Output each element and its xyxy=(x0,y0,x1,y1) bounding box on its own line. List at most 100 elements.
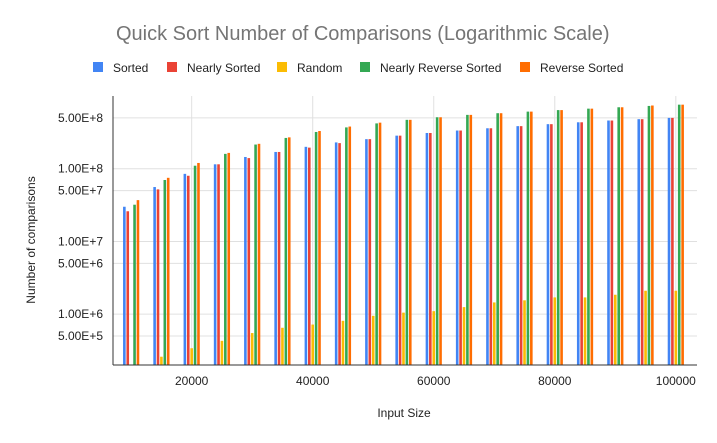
bar-sorted-45000 xyxy=(334,142,338,365)
bar-sorted-60000 xyxy=(425,132,429,365)
bar-random-15000 xyxy=(160,356,163,365)
bar-reverse-sorted-50000 xyxy=(378,122,382,366)
bar-reverse-sorted-40000 xyxy=(318,131,321,365)
y-tick-label: 1.00E+7 xyxy=(58,234,103,248)
y-axis-tick-labels: 5.00E+8 1.00E+8 5.00E+7 1.00E+7 5.00E+6 1.00E… xyxy=(58,111,103,343)
y-tick-label: 1.00E+6 xyxy=(58,307,103,321)
bar-random-60000 xyxy=(432,311,436,365)
bar-random-40000 xyxy=(311,324,315,365)
bar-nearly-sorted-70000 xyxy=(489,128,493,365)
legend-swatch-nearly-reverse-sorted xyxy=(360,62,370,72)
bar-reverse-sorted-90000 xyxy=(620,107,624,366)
bar-nearly-sorted-95000 xyxy=(640,119,644,365)
bar-nearly-sorted-50000 xyxy=(368,139,372,365)
bar-random-55000 xyxy=(402,312,405,365)
x-tick-label: 80000 xyxy=(538,374,572,388)
x-tick-label: 40000 xyxy=(296,374,330,388)
legend-label-random: Random xyxy=(297,61,342,75)
bar-reverse-sorted-80000 xyxy=(560,110,563,366)
bar-nearly-sorted-65000 xyxy=(459,130,462,365)
bar-random-80000 xyxy=(553,297,557,365)
bar-random-20000 xyxy=(190,348,193,365)
bar-nearly-reverse-sorted-15000 xyxy=(163,179,167,365)
bar-nearly-sorted-25000 xyxy=(217,164,220,365)
legend: Sorted Nearly Sorted Random Nearly Rever… xyxy=(93,61,623,75)
x-tick-label: 60000 xyxy=(417,374,451,388)
gridlines xyxy=(113,96,697,365)
bar-nearly-reverse-sorted-75000 xyxy=(526,111,530,365)
bar-sorted-70000 xyxy=(486,128,489,365)
bar-nearly-reverse-sorted-45000 xyxy=(345,127,348,365)
bar-random-95000 xyxy=(644,290,647,365)
bar-nearly-reverse-sorted-95000 xyxy=(647,105,651,365)
bar-nearly-sorted-45000 xyxy=(338,143,341,365)
bar-reverse-sorted-100000 xyxy=(681,104,684,365)
legend-swatch-sorted xyxy=(93,62,103,72)
bar-reverse-sorted-10000 xyxy=(136,200,140,365)
bar-reverse-sorted-85000 xyxy=(590,108,594,366)
bar-reverse-sorted-60000 xyxy=(439,117,442,365)
y-tick-label: 5.00E+8 xyxy=(58,111,103,125)
bar-sorted-90000 xyxy=(607,120,610,366)
bar-nearly-reverse-sorted-60000 xyxy=(435,117,439,365)
bar-nearly-sorted-85000 xyxy=(580,122,583,365)
bar-nearly-sorted-55000 xyxy=(398,135,402,365)
legend-label-nearly-sorted: Nearly Sorted xyxy=(187,61,260,75)
bar-nearly-reverse-sorted-100000 xyxy=(677,104,681,365)
bar-sorted-55000 xyxy=(395,135,398,365)
bar-nearly-reverse-sorted-25000 xyxy=(224,153,227,365)
bar-sorted-35000 xyxy=(274,151,277,365)
bar-sorted-40000 xyxy=(304,146,308,365)
bar-nearly-reverse-sorted-50000 xyxy=(375,123,378,365)
bar-nearly-reverse-sorted-85000 xyxy=(587,108,590,366)
bar-nearly-sorted-20000 xyxy=(186,175,190,365)
bar-nearly-reverse-sorted-40000 xyxy=(314,131,318,365)
bar-nearly-reverse-sorted-20000 xyxy=(193,165,197,365)
bar-nearly-sorted-75000 xyxy=(519,126,523,365)
bar-nearly-reverse-sorted-65000 xyxy=(466,114,469,365)
legend-label-sorted: Sorted xyxy=(113,61,148,75)
bar-sorted-75000 xyxy=(516,126,520,365)
legend-swatch-random xyxy=(277,62,287,72)
bar-reverse-sorted-95000 xyxy=(651,105,654,365)
bar-sorted-20000 xyxy=(183,173,187,365)
legend-swatch-nearly-sorted xyxy=(167,62,177,72)
bar-reverse-sorted-15000 xyxy=(166,177,170,365)
bar-sorted-85000 xyxy=(576,122,580,365)
bar-reverse-sorted-20000 xyxy=(197,162,200,365)
bar-random-35000 xyxy=(281,327,284,365)
bar-nearly-reverse-sorted-70000 xyxy=(496,113,499,365)
bar-reverse-sorted-65000 xyxy=(469,114,473,365)
legend-label-nearly-reverse-sorted: Nearly Reverse Sorted xyxy=(380,61,501,75)
bar-nearly-reverse-sorted-90000 xyxy=(617,107,621,366)
bar-nearly-sorted-80000 xyxy=(550,124,553,365)
bar-random-50000 xyxy=(371,315,375,365)
x-tick-label: 20000 xyxy=(175,374,209,388)
bar-nearly-sorted-90000 xyxy=(610,120,614,366)
bar-random-85000 xyxy=(583,297,587,365)
bar-random-75000 xyxy=(523,300,526,365)
bar-nearly-sorted-30000 xyxy=(247,158,251,365)
bar-nearly-sorted-40000 xyxy=(308,147,311,365)
bar-reverse-sorted-45000 xyxy=(348,126,352,365)
bar-sorted-95000 xyxy=(637,119,641,365)
bar-random-90000 xyxy=(614,294,617,365)
bar-reverse-sorted-55000 xyxy=(408,119,412,365)
bar-nearly-sorted-15000 xyxy=(156,189,160,365)
chart-title: Quick Sort Number of Comparisons (Logari… xyxy=(116,23,610,45)
x-axis-title: Input Size xyxy=(377,406,431,420)
bar-sorted-10000 xyxy=(123,206,126,365)
bar-sorted-65000 xyxy=(455,130,459,365)
x-axis-tick-labels: 20000 40000 60000 80000 100000 xyxy=(175,374,696,388)
bars xyxy=(123,104,684,366)
bar-nearly-reverse-sorted-55000 xyxy=(405,119,409,365)
bar-reverse-sorted-30000 xyxy=(257,143,261,365)
axes xyxy=(112,96,697,366)
legend-swatch-reverse-sorted xyxy=(520,62,530,72)
bar-random-70000 xyxy=(492,302,496,365)
bar-sorted-15000 xyxy=(153,187,156,365)
bar-nearly-sorted-35000 xyxy=(277,151,281,365)
bar-random-45000 xyxy=(341,320,345,365)
bar-nearly-sorted-100000 xyxy=(671,117,674,365)
